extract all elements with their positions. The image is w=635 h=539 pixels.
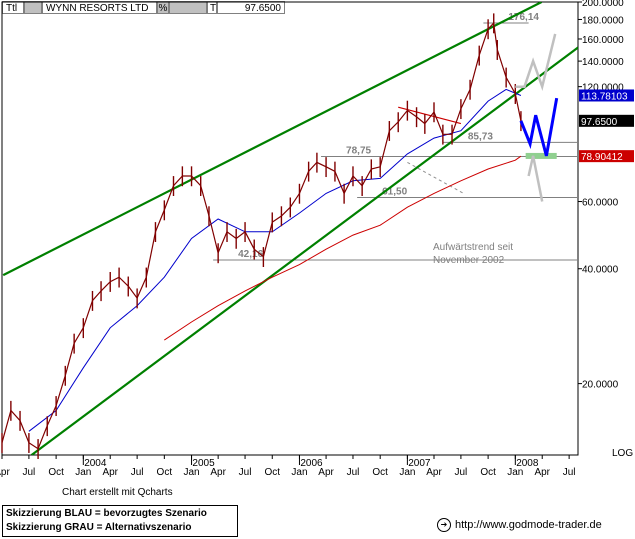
price-series bbox=[1, 13, 522, 459]
price-line bbox=[1, 21, 522, 450]
y-tick-label: 160.0000 bbox=[582, 35, 624, 46]
value-label-text: 113.78103 bbox=[581, 91, 628, 102]
x-tick-label: Apr bbox=[0, 467, 10, 478]
year-label: 2008 bbox=[516, 458, 539, 469]
trend-channel bbox=[2, 2, 578, 455]
legend-blue: Skizzierung BLAU = bevorzugtes Szenario bbox=[6, 508, 207, 519]
x-tick-label: Jul bbox=[563, 467, 576, 478]
y-tick-label: 140.0000 bbox=[582, 57, 624, 68]
plot-frame bbox=[1, 1, 579, 456]
x-tick-label: Oct bbox=[157, 467, 173, 478]
x-tick-label: Jan bbox=[291, 467, 307, 478]
scenario-gray-path bbox=[527, 155, 544, 202]
year-label: 2007 bbox=[408, 458, 431, 469]
website-link[interactable]: ➔ http://www.godmode-trader.de bbox=[437, 518, 602, 532]
x-tick-label: Apr bbox=[102, 467, 118, 478]
value-label-box bbox=[579, 89, 634, 102]
y-axis-label: LOG bbox=[612, 448, 633, 459]
x-tick-label: Jul bbox=[131, 467, 144, 478]
x-tick-label: Apr bbox=[318, 467, 334, 478]
year-label: 2005 bbox=[192, 458, 215, 469]
x-tick-label: Jul bbox=[347, 467, 360, 478]
value-label-text: 97.6500 bbox=[581, 117, 618, 128]
channel-upper-line bbox=[2, 2, 543, 277]
value-label-text: 78.90412 bbox=[581, 152, 623, 163]
x-tick-label: Oct bbox=[48, 467, 64, 478]
x-tick-label: Apr bbox=[534, 467, 550, 478]
level-label: 176,14 bbox=[508, 12, 539, 23]
percent-toggle[interactable]: % bbox=[157, 1, 169, 14]
horizontal-levels: 176,14 85,73 78,75 61,50 42,16 Aufwärtstrend … bbox=[213, 12, 578, 266]
arrow-right-icon: ➔ bbox=[437, 518, 451, 532]
x-tick-label: Jan bbox=[183, 467, 199, 478]
value-label-box bbox=[579, 150, 634, 163]
level-label: 42,16 bbox=[238, 249, 263, 260]
axes: 200.0000 180.0000 160.0000 140.0000 120.0000… bbox=[0, 0, 633, 478]
scenario-blue-path bbox=[519, 97, 559, 157]
x-tick-label: Jul bbox=[23, 467, 36, 478]
moving-averages bbox=[28, 88, 522, 432]
y-tick-label: 40.0000 bbox=[582, 265, 619, 276]
support-zone bbox=[525, 152, 557, 159]
y-tick-label: 60.0000 bbox=[582, 198, 619, 209]
level-label: 78,75 bbox=[346, 145, 371, 156]
trend-annotation-text: November 2002 bbox=[433, 255, 505, 266]
x-tick-label: Apr bbox=[210, 467, 226, 478]
x-tick-label: Jan bbox=[399, 467, 415, 478]
legend-gray: Skizzierung GRAU = Alternativszenario bbox=[6, 522, 192, 533]
chart-credit: Chart erstellt mit Qcharts bbox=[62, 487, 173, 498]
ma-blue-line bbox=[28, 88, 522, 432]
trend-annotation-text: Aufwärtstrend seit bbox=[433, 242, 513, 253]
ma-red-line bbox=[164, 155, 522, 341]
x-tick-label: Apr bbox=[426, 467, 442, 478]
x-tick-label: Oct bbox=[372, 467, 388, 478]
scenario-sketch bbox=[515, 33, 559, 202]
level-label: 85,73 bbox=[468, 131, 493, 142]
y-tick-label: 120.0000 bbox=[582, 83, 624, 94]
x-tick-label: Jan bbox=[507, 467, 523, 478]
trend-annotation-pointer bbox=[407, 161, 464, 194]
x-tick-label: Jul bbox=[455, 467, 468, 478]
scenario-gray-path bbox=[515, 33, 557, 92]
year-label: 2004 bbox=[84, 458, 107, 469]
resistance-segment bbox=[398, 106, 462, 125]
value-label-box bbox=[579, 114, 634, 127]
level-label: 61,50 bbox=[382, 186, 407, 197]
x-tick-label: Oct bbox=[480, 467, 496, 478]
year-label: 2006 bbox=[300, 458, 323, 469]
scenario-legend: Skizzierung BLAU = bevorzugtes Szenario … bbox=[2, 505, 238, 537]
x-tick-label: Jan bbox=[75, 467, 91, 478]
y-tick-label: 180.0000 bbox=[582, 15, 624, 26]
channel-lower-line bbox=[30, 46, 578, 455]
website-url: http://www.godmode-trader.de bbox=[455, 518, 602, 531]
y-tick-label: 20.0000 bbox=[582, 380, 619, 391]
x-tick-label: Jul bbox=[239, 467, 252, 478]
value-labels: 113.78103 97.6500 78.90412 bbox=[579, 89, 634, 163]
y-tick-label: 200.0000 bbox=[582, 0, 624, 9]
x-tick-label: Oct bbox=[264, 467, 280, 478]
